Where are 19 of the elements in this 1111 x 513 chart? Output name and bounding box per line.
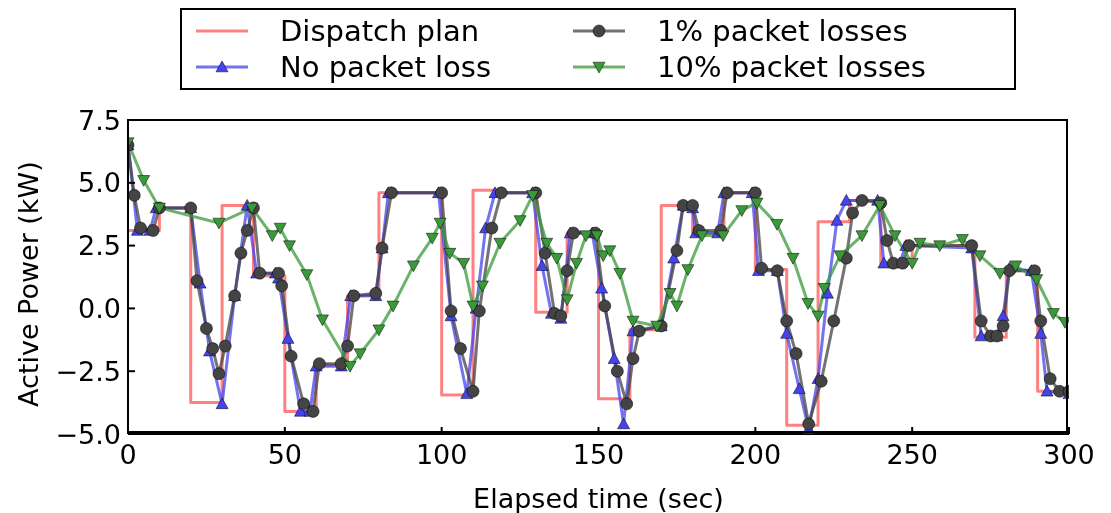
legend-label: No packet loss <box>280 50 491 84</box>
y-axis-title: Active Power (kW) <box>12 161 44 407</box>
x-tick-label: 300 <box>1043 439 1095 470</box>
x-tick-label: 200 <box>729 439 782 470</box>
y-tick-label: 2.5 <box>78 230 121 262</box>
x-tick-label: 50 <box>267 439 303 470</box>
x-axis-title: Elapsed time (sec) <box>473 483 724 513</box>
y-tick-label: 5.0 <box>78 167 121 199</box>
legend-label: Dispatch plan <box>280 14 480 48</box>
x-tick-label: 150 <box>572 439 625 470</box>
legend-label: 1% packet losses <box>657 14 908 48</box>
y-tick-label: 7.5 <box>78 104 121 136</box>
x-tick-label: 100 <box>415 439 468 470</box>
legend-label: 10% packet losses <box>657 50 926 84</box>
y-tick-label: 0.0 <box>78 292 121 324</box>
y-tick-label: −2.5 <box>55 355 121 387</box>
x-tick-label: 0 <box>119 439 137 470</box>
y-tick-label: −5.0 <box>55 418 121 450</box>
x-tick-label: 250 <box>886 439 938 470</box>
